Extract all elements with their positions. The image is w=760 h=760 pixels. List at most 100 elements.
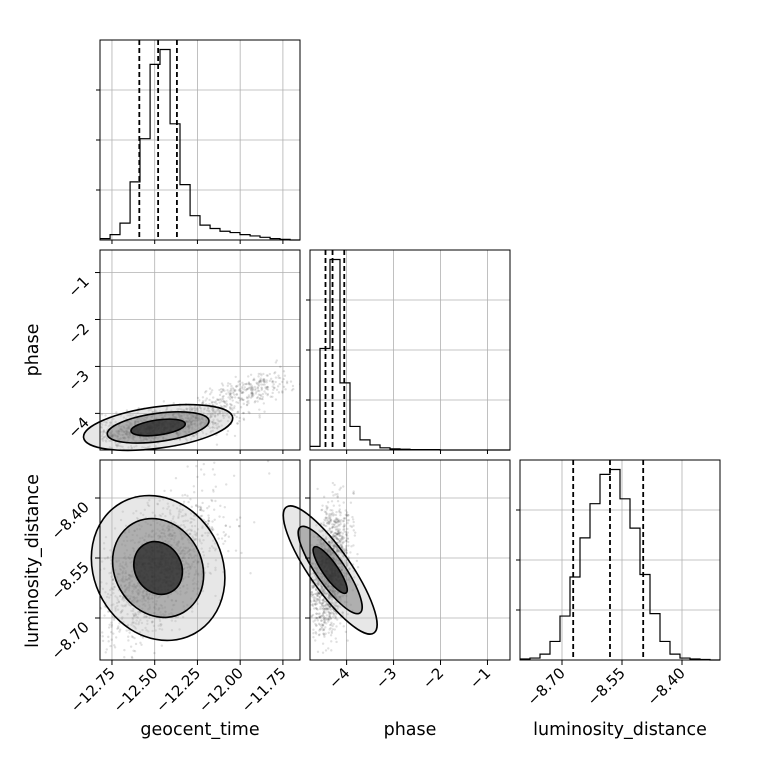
sample-point — [254, 387, 257, 390]
sample-point — [327, 608, 330, 611]
sample-point — [344, 547, 348, 550]
sample-point — [339, 537, 343, 540]
sample-point — [257, 393, 261, 396]
sample-point — [314, 631, 317, 634]
sample-point — [190, 529, 193, 533]
sample-point — [317, 591, 321, 595]
sample-point — [320, 522, 323, 526]
sample-point — [207, 514, 210, 517]
sample-point — [240, 551, 243, 555]
sample-point — [116, 608, 120, 611]
sample-point — [241, 381, 244, 385]
x-tick-label: −12.75 — [67, 664, 119, 716]
sample-point — [154, 409, 157, 412]
sample-point — [334, 535, 337, 538]
sample-point — [344, 533, 348, 536]
sample-point — [207, 519, 210, 522]
sample-point — [326, 518, 329, 522]
sample-point — [231, 399, 234, 402]
sample-point — [135, 509, 138, 513]
sample-point — [339, 513, 342, 517]
sample-point — [312, 585, 316, 589]
x-tick-label: −11.75 — [238, 664, 290, 716]
sample-point — [354, 531, 357, 534]
sample-point — [329, 596, 333, 599]
sample-point — [101, 631, 104, 634]
sample-point — [325, 506, 328, 510]
sample-point — [122, 416, 126, 419]
sample-point — [201, 402, 204, 405]
sample-point — [356, 583, 359, 586]
sample-point — [151, 410, 154, 413]
sample-point — [240, 398, 244, 401]
sample-point — [90, 600, 92, 602]
sample-point — [134, 642, 138, 646]
sample-point — [333, 526, 337, 529]
sample-point — [104, 434, 108, 438]
sample-point — [250, 386, 253, 390]
sample-point — [339, 531, 343, 534]
sample-point — [310, 590, 314, 594]
sample-point — [195, 533, 198, 536]
sample-point — [220, 398, 223, 401]
sample-point — [235, 393, 239, 396]
sample-point — [322, 598, 325, 601]
sample-point — [322, 632, 325, 635]
sample-point — [345, 511, 349, 514]
sample-point — [335, 525, 338, 529]
sample-point — [329, 516, 332, 520]
sample-point — [326, 618, 330, 621]
sample-point — [226, 419, 230, 423]
sample-point — [285, 380, 289, 383]
sample-point — [314, 588, 318, 591]
sample-point — [219, 504, 222, 508]
sample-point — [211, 527, 214, 530]
sample-point — [318, 592, 322, 596]
sample-point — [318, 529, 321, 532]
sample-point — [183, 525, 187, 529]
hist-panel-phase — [306, 249, 511, 451]
sample-point — [162, 400, 166, 403]
sample-point — [216, 398, 220, 402]
sample-point — [114, 595, 117, 598]
sample-point — [229, 406, 232, 410]
sample-point — [228, 402, 232, 406]
sample-point — [343, 559, 347, 562]
sample-point — [316, 598, 320, 601]
sample-point — [110, 555, 113, 558]
sample-point — [196, 475, 199, 479]
sample-point — [324, 605, 327, 608]
sample-point — [318, 623, 322, 626]
sample-point — [289, 380, 293, 383]
sample-point — [334, 605, 337, 608]
sample-point — [330, 611, 333, 614]
sample-point — [210, 412, 214, 415]
sample-point — [196, 436, 199, 440]
sample-point — [196, 602, 199, 606]
sample-point — [310, 594, 313, 597]
sample-point — [229, 393, 232, 396]
sample-point — [198, 538, 201, 541]
sample-point — [324, 511, 328, 514]
sample-point — [318, 597, 322, 600]
sample-point — [332, 613, 335, 616]
sample-point — [343, 551, 347, 554]
sample-point — [213, 413, 217, 417]
sample-point — [100, 437, 104, 441]
sample-point — [135, 516, 139, 520]
sample-point — [146, 619, 149, 623]
sample-point — [339, 539, 343, 542]
sample-point — [331, 523, 334, 526]
panel-frame — [309, 249, 511, 451]
sample-point — [310, 615, 313, 619]
sample-point — [314, 602, 317, 606]
sample-point — [337, 518, 340, 521]
sample-point — [133, 614, 136, 617]
sample-point — [133, 621, 136, 624]
sample-point — [102, 428, 105, 432]
sample-point — [315, 524, 318, 527]
sample-point — [346, 519, 349, 522]
sample-point — [322, 605, 325, 608]
sample-point — [226, 403, 229, 407]
sample-point — [183, 408, 186, 412]
